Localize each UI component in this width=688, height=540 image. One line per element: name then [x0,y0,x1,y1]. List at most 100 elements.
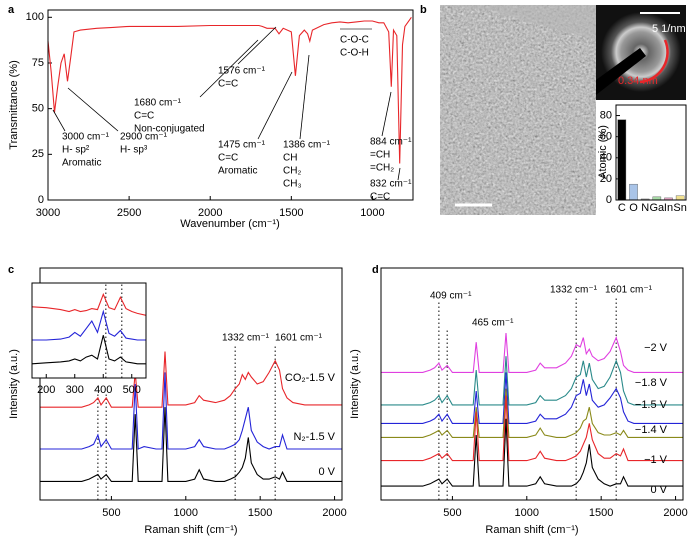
diffraction-image [596,5,686,215]
series-line [31,292,147,316]
series-line [381,418,683,487]
x-tick-label: 1000 [515,507,539,519]
x-tick-label: 3000 [36,207,60,219]
x-tick-label: 500 [102,507,120,519]
annotation: C=C [370,192,390,203]
panel-label: c [8,264,14,276]
series-line [40,407,342,482]
annotation-arrow [237,26,277,65]
scale-label: 5 1/nm [652,23,686,35]
series-label: CO₂-1.5 V [285,372,336,384]
x-tick-label: O [629,202,638,214]
y-tick-label: 80 [600,109,612,121]
annotation: 1576 cm⁻¹ [218,66,266,77]
annotation: C=C [134,111,154,122]
annotation-arrow [397,167,401,181]
series-label: −1 V [644,454,668,466]
y-tick-label: 50 [32,103,44,115]
series-line [381,388,683,438]
annotation: 1475 cm⁻¹ [218,140,266,151]
series-label: −2 V [644,342,668,354]
annotation: 1601 cm⁻¹ [275,333,323,344]
y-axis-label: Intensity (a.u.) [349,349,361,419]
x-tick-label: 500 [123,384,141,396]
annotation: C=C [218,153,238,164]
plot-frame [380,267,684,501]
annotation-arrow [257,71,293,140]
x-tick-label: 400 [94,384,112,396]
series-label: 0 V [318,466,335,478]
annotation: 1332 cm⁻¹ [550,285,598,296]
annotation: CH₂ [283,166,301,177]
x-tick-label: 300 [66,384,84,396]
x-tick-label: Sn [673,202,686,214]
bar [629,183,638,201]
y-tick-label: 40 [600,152,612,164]
panel-label: b [420,4,427,16]
annotation: C-O-C [340,35,369,46]
x-tick-label: 2500 [117,207,141,219]
x-tick-label: In [664,202,673,214]
series-line [381,332,683,373]
x-tick-label: 2000 [322,507,346,519]
annotation: 1680 cm⁻¹ [134,98,182,109]
annotation: 1386 cm⁻¹ [283,140,331,151]
y-tick-label: 20 [600,173,612,185]
x-tick-label: 1500 [248,507,272,519]
annotation-arrow [52,109,66,132]
annotation-arrow [381,91,392,137]
annotation-arrow [67,87,119,132]
y-tick-label: 0 [606,194,612,206]
y-axis-label: Transmittance (%) [8,60,20,149]
x-tick-label: 1000 [174,507,198,519]
annotation: CH₃ [283,179,302,190]
y-tick-label: 100 [26,11,44,23]
plot-frame [31,282,147,379]
series-label: −1.5 V [635,399,668,411]
annotation-arrow [199,39,259,98]
panel-label: d [372,264,379,276]
annotation: 3000 cm⁻¹ [62,132,110,143]
x-axis-label: Wavenumber (cm⁻¹) [180,218,280,230]
series-label: −1.8 V [635,377,668,389]
annotation: CH [283,153,297,164]
series-label: 0 V [650,484,667,496]
bar [617,119,627,201]
annotation-arrow [299,54,310,140]
annotation: 2900 cm⁻¹ [120,132,168,143]
x-tick-label: 500 [443,507,461,519]
tem-image [440,5,596,215]
annotation: H- sp³ [120,145,148,156]
bar [675,195,685,201]
annotation: 409 cm⁻¹ [430,291,472,302]
annotation: H- sp² [62,145,90,156]
series-line [381,395,683,462]
y-axis-label: Intensity (a.u.) [8,349,20,419]
x-tick-label: 200 [37,384,55,396]
y-tick-label: 0 [38,194,44,206]
inset-background [32,283,146,378]
annotation: 884 cm⁻¹ [370,137,412,148]
annotation: C-O-H [340,48,369,59]
annotation: Aromatic [62,158,101,169]
x-tick-label: C [618,202,626,214]
annotation: 1332 cm⁻¹ [222,333,270,344]
x-tick-label: Ga [649,202,665,214]
x-axis-label: Raman shift (cm⁻¹) [485,524,578,536]
y-tick-label: 60 [600,131,612,143]
series-line [381,372,683,424]
x-tick-label: 2000 [663,507,687,519]
annotation: =CH₂ [370,163,394,174]
y-tick-label: 25 [32,148,44,160]
x-tick-label: 1500 [279,207,303,219]
annotation: =CH [370,150,390,161]
series-line [381,356,683,406]
plot-frame [39,267,343,501]
x-tick-label: 2000 [198,207,222,219]
y-tick-label: 75 [32,57,44,69]
annotation: Aromatic [218,166,257,177]
series-label: −1.4 V [635,424,668,436]
panel-label: a [8,4,15,16]
annotation: C=C [218,79,238,90]
